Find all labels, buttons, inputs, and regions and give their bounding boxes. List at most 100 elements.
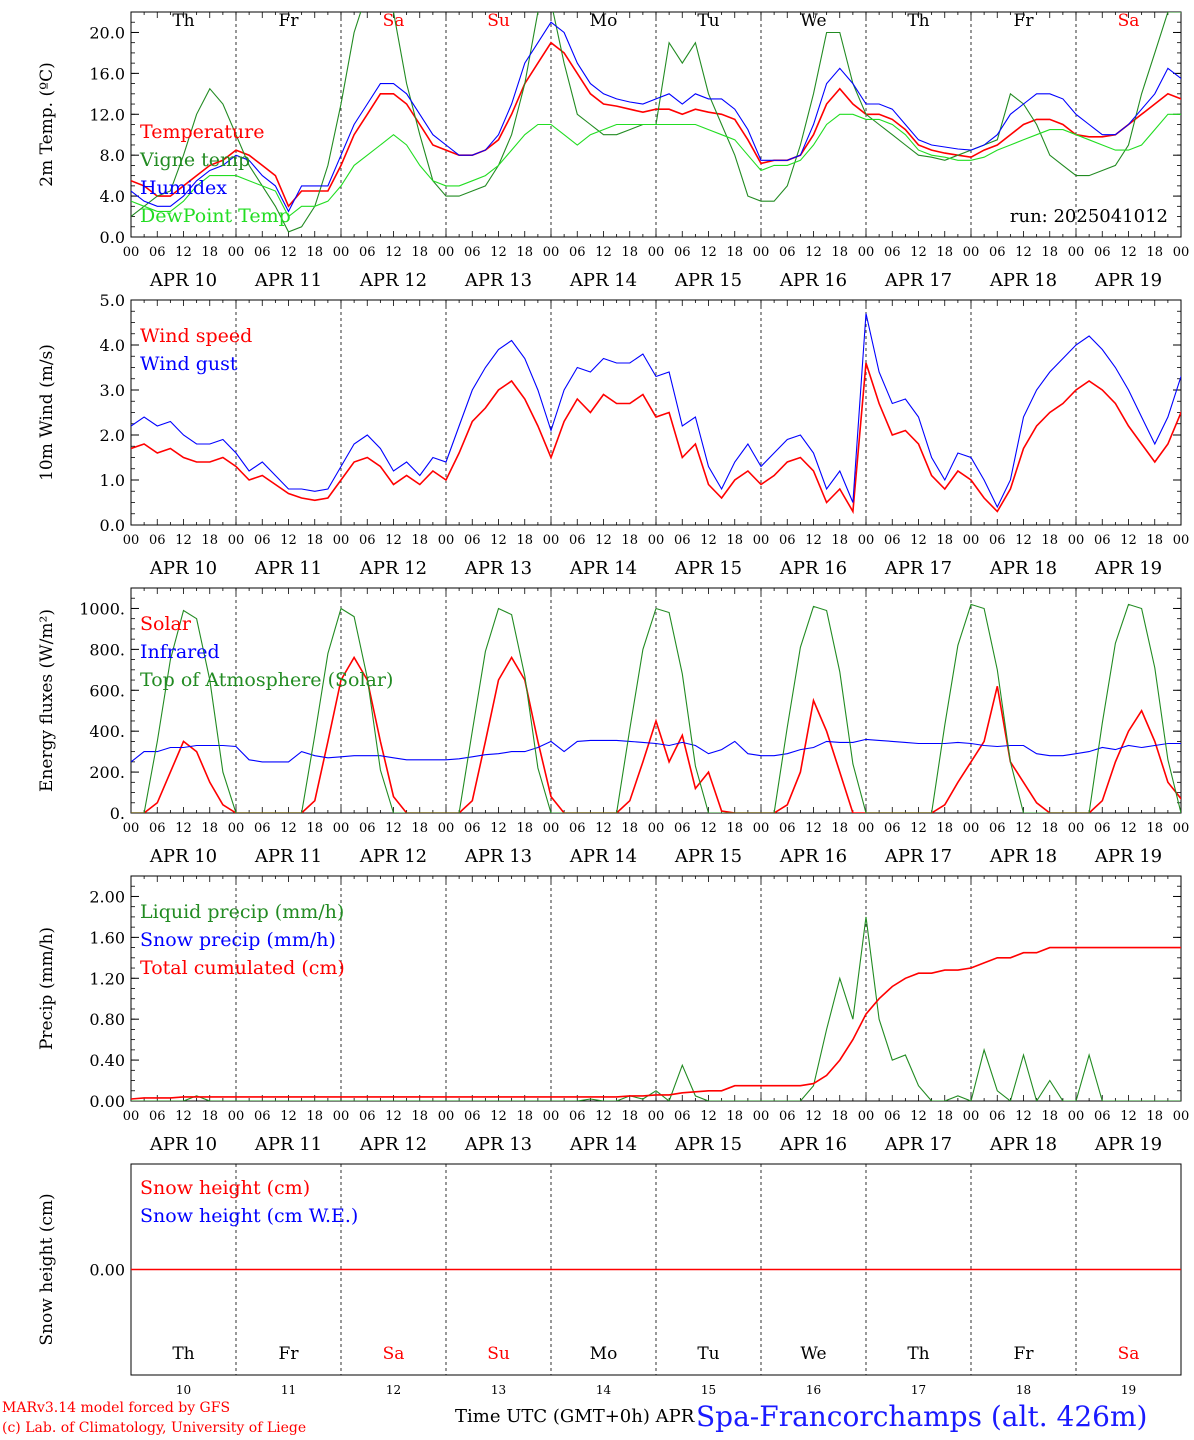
- wind-x-hour-label: 18: [306, 533, 323, 548]
- temp-x-hour-label: 00: [543, 245, 560, 260]
- wind-panel: 0.0 1.0 2.0 3.0 4.0 5.0 10m Wind (m/s) 00 06 12 18…: [37, 291, 1189, 579]
- wind-x-date-label: APR 16: [779, 558, 847, 579]
- precip-y-tick-label: 1.60: [89, 928, 125, 947]
- temp-series-humidex: [131, 21, 1181, 213]
- temp-day-name: Mo: [590, 11, 618, 31]
- temp-x-date-label: APR 14: [569, 270, 637, 291]
- wind-x-hour-label: 00: [228, 533, 245, 548]
- flux-y-axis-label: Energy fluxes (W/m²): [37, 609, 57, 792]
- temp-x-hour-label: 06: [674, 245, 691, 260]
- temp-run-annotation: run: 2025041012: [1010, 206, 1168, 227]
- flux-frame: [130, 587, 1182, 814]
- flux-legend-entry: Solar: [140, 613, 192, 635]
- precip-y-tick-label: 0.00: [89, 1092, 125, 1111]
- temp-x-hour-label: 06: [359, 245, 376, 260]
- flux-x-hour-label: 12: [700, 821, 717, 836]
- flux-x-hour-label: 18: [306, 821, 323, 836]
- temp-x-hour-label: 12: [595, 245, 612, 260]
- flux-x-hour-label: 12: [1015, 821, 1032, 836]
- temp-x-hour-label: 00: [648, 245, 665, 260]
- temp-legend-entry: Temperature: [140, 121, 264, 143]
- precip-x-date-label: APR 18: [989, 1134, 1057, 1155]
- wind-x-hour-label: 18: [726, 533, 743, 548]
- precip-x-hour-label: 18: [1041, 1109, 1058, 1124]
- wind-x-hour-label: 00: [123, 533, 140, 548]
- precip-legend-entry: Snow precip (mm/h): [140, 929, 336, 951]
- temp-x-hour-label: 00: [963, 245, 980, 260]
- flux-x-hour-label: 00: [753, 821, 770, 836]
- temp-x-hour-label: 18: [936, 245, 953, 260]
- flux-y-tick-label: 600.: [89, 681, 125, 700]
- precip-x-hour-label: 12: [175, 1109, 192, 1124]
- temp-x-date-label: APR 17: [884, 270, 952, 291]
- flux-x-date-label: APR 12: [359, 846, 427, 867]
- wind-y-tick-label: 3.0: [100, 381, 125, 400]
- temp-x-date-label: APR 15: [674, 270, 742, 291]
- precip-x-hour-label: 00: [963, 1109, 980, 1124]
- precip-x-date-label: APR 15: [674, 1134, 742, 1155]
- flux-x-hour-label: 18: [201, 821, 218, 836]
- precip-x-hour-label: 00: [123, 1109, 140, 1124]
- wind-y-tick-label: 2.0: [100, 426, 125, 445]
- precip-x-hour-label: 18: [831, 1109, 848, 1124]
- wind-x-date-label: APR 10: [149, 558, 217, 579]
- wind-x-hour-label: 00: [753, 533, 770, 548]
- precip-x-hour-label: 12: [280, 1109, 297, 1124]
- snow-day-name: Th: [907, 1344, 929, 1364]
- flux-x-hour-label: 18: [1146, 821, 1163, 836]
- temp-series-dewpoint-temp: [131, 113, 1181, 218]
- flux-x-hour-label: 00: [963, 821, 980, 836]
- wind-x-hour-label: 00: [858, 533, 875, 548]
- flux-x-date-label: APR 18: [989, 846, 1057, 867]
- precip-x-hour-label: 18: [621, 1109, 638, 1124]
- snow-day-number: 15: [701, 1383, 716, 1397]
- temp-day-name: Fr: [1014, 11, 1035, 31]
- flux-x-date-label: APR 16: [779, 846, 847, 867]
- wind-x-hour-label: 12: [700, 533, 717, 548]
- precip-x-hour-label: 00: [333, 1109, 350, 1124]
- temp-x-hour-label: 18: [621, 245, 638, 260]
- temp-day-name: Th: [907, 11, 929, 31]
- precip-x-hour-label: 12: [1015, 1109, 1032, 1124]
- wind-x-hour-label: 18: [936, 533, 953, 548]
- temp-x-hour-label: 18: [1041, 245, 1058, 260]
- temp-x-date-label: APR 18: [989, 270, 1057, 291]
- precip-x-hour-label: 18: [936, 1109, 953, 1124]
- flux-x-hour-label: 18: [726, 821, 743, 836]
- wind-x-date-label: APR 19: [1094, 558, 1162, 579]
- flux-x-date-label: APR 17: [884, 846, 952, 867]
- snow-y-axis-label: Snow height (cm): [37, 1193, 57, 1345]
- precip-legend-entry: Total cumulated (cm): [140, 957, 345, 979]
- precip-x-hour-label: 06: [884, 1109, 901, 1124]
- temp-x-date-label: APR 16: [779, 270, 847, 291]
- flux-x-hour-label: 00: [1173, 821, 1190, 836]
- precip-x-hour-label: 18: [1146, 1109, 1163, 1124]
- temp-x-hour-label: 12: [700, 245, 717, 260]
- temp-x-hour-label: 18: [1146, 245, 1163, 260]
- flux-x-hour-label: 18: [411, 821, 428, 836]
- wind-y-tick-label: 1.0: [100, 471, 125, 490]
- precip-x-hour-label: 00: [1068, 1109, 1085, 1124]
- wind-x-hour-label: 18: [516, 533, 533, 548]
- wind-x-hour-label: 06: [989, 533, 1006, 548]
- precip-x-hour-label: 06: [254, 1109, 271, 1124]
- wind-x-hour-label: 06: [1094, 533, 1111, 548]
- wind-x-hour-label: 18: [621, 533, 638, 548]
- snow-day-name: Su: [487, 1344, 510, 1364]
- precip-x-hour-label: 12: [805, 1109, 822, 1124]
- flux-x-hour-label: 12: [385, 821, 402, 836]
- temp-x-hour-label: 06: [464, 245, 481, 260]
- precip-x-hour-label: 06: [464, 1109, 481, 1124]
- flux-x-hour-label: 06: [464, 821, 481, 836]
- temp-panel: 0.0 4.0 8.0 12.0 16.0 20.0 2m Temp. (ºC) 00 06 12…: [37, 11, 1189, 291]
- flux-legend-entry: Top of Atmosphere (Solar): [140, 669, 393, 691]
- snow-day-number: 11: [281, 1383, 296, 1397]
- flux-legend-entry: Infrared: [140, 641, 220, 663]
- precip-x-date-label: APR 10: [149, 1134, 217, 1155]
- flux-series-top-of-atmosphere-solar: [131, 603, 1181, 813]
- snow-day-number: 13: [491, 1383, 506, 1397]
- precip-x-hour-label: 00: [648, 1109, 665, 1124]
- snow-day-name: Sa: [383, 1344, 405, 1364]
- wind-y-axis-label: 10m Wind (m/s): [37, 344, 57, 481]
- wind-x-hour-label: 06: [254, 533, 271, 548]
